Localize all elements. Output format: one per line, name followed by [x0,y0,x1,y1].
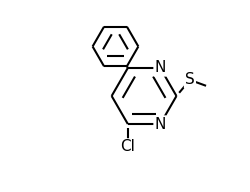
Text: Cl: Cl [120,139,135,154]
Text: S: S [185,72,195,87]
Text: N: N [154,117,166,132]
Text: N: N [154,60,166,75]
